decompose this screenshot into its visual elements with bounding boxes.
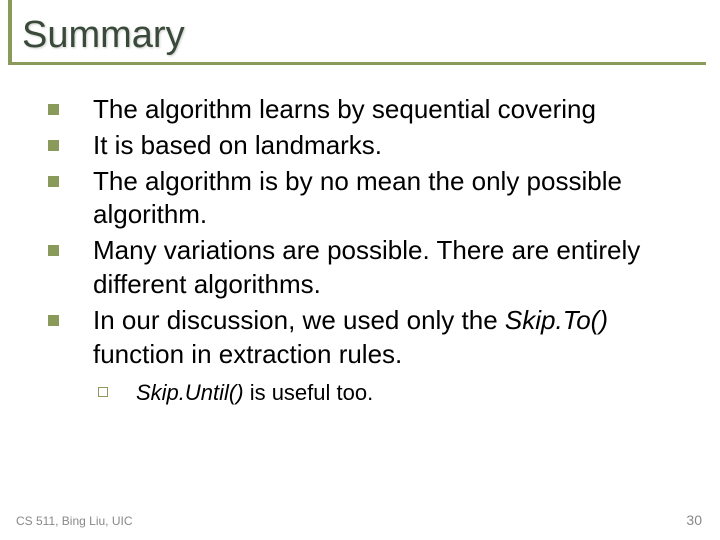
title-bar: Summary [0, 0, 720, 65]
sub-bullet-suffix: is useful too. [244, 380, 374, 405]
title-accent-bar [8, 0, 12, 65]
square-bullet-icon [48, 245, 59, 256]
bullet-em: Skip.To() [505, 305, 608, 335]
bullet-text: The algorithm is by no mean the only pos… [93, 165, 692, 233]
sub-list-item: Skip.Until() is useful too. [98, 379, 692, 408]
bullet-suffix: function in extraction rules. [93, 339, 402, 369]
bullet-prefix: In our discussion, we used only the [93, 305, 505, 335]
list-item: It is based on landmarks. [48, 129, 692, 163]
square-bullet-icon [48, 176, 59, 187]
content-area: The algorithm learns by sequential cover… [0, 65, 720, 408]
list-item: The algorithm learns by sequential cover… [48, 93, 692, 127]
bullet-text: The algorithm learns by sequential cover… [93, 93, 596, 127]
list-item: In our discussion, we used only the Skip… [48, 304, 692, 372]
page-title: Summary [22, 14, 720, 57]
list-item: Many variations are possible. There are … [48, 234, 692, 302]
footer-course-info: CS 511, Bing Liu, UIC [16, 514, 133, 528]
bullet-text: It is based on landmarks. [93, 129, 382, 163]
bullet-text: In our discussion, we used only the Skip… [93, 304, 692, 372]
square-bullet-icon [48, 104, 59, 115]
bullet-text: Many variations are possible. There are … [93, 234, 692, 302]
sub-bullet-em: Skip.Until() [136, 380, 244, 405]
sub-bullet-text: Skip.Until() is useful too. [136, 379, 373, 408]
slide-number: 30 [686, 512, 702, 528]
square-bullet-icon [48, 315, 59, 326]
square-bullet-icon [48, 140, 59, 151]
list-item: The algorithm is by no mean the only pos… [48, 165, 692, 233]
hollow-square-bullet-icon [98, 387, 108, 397]
title-underline [8, 62, 706, 65]
